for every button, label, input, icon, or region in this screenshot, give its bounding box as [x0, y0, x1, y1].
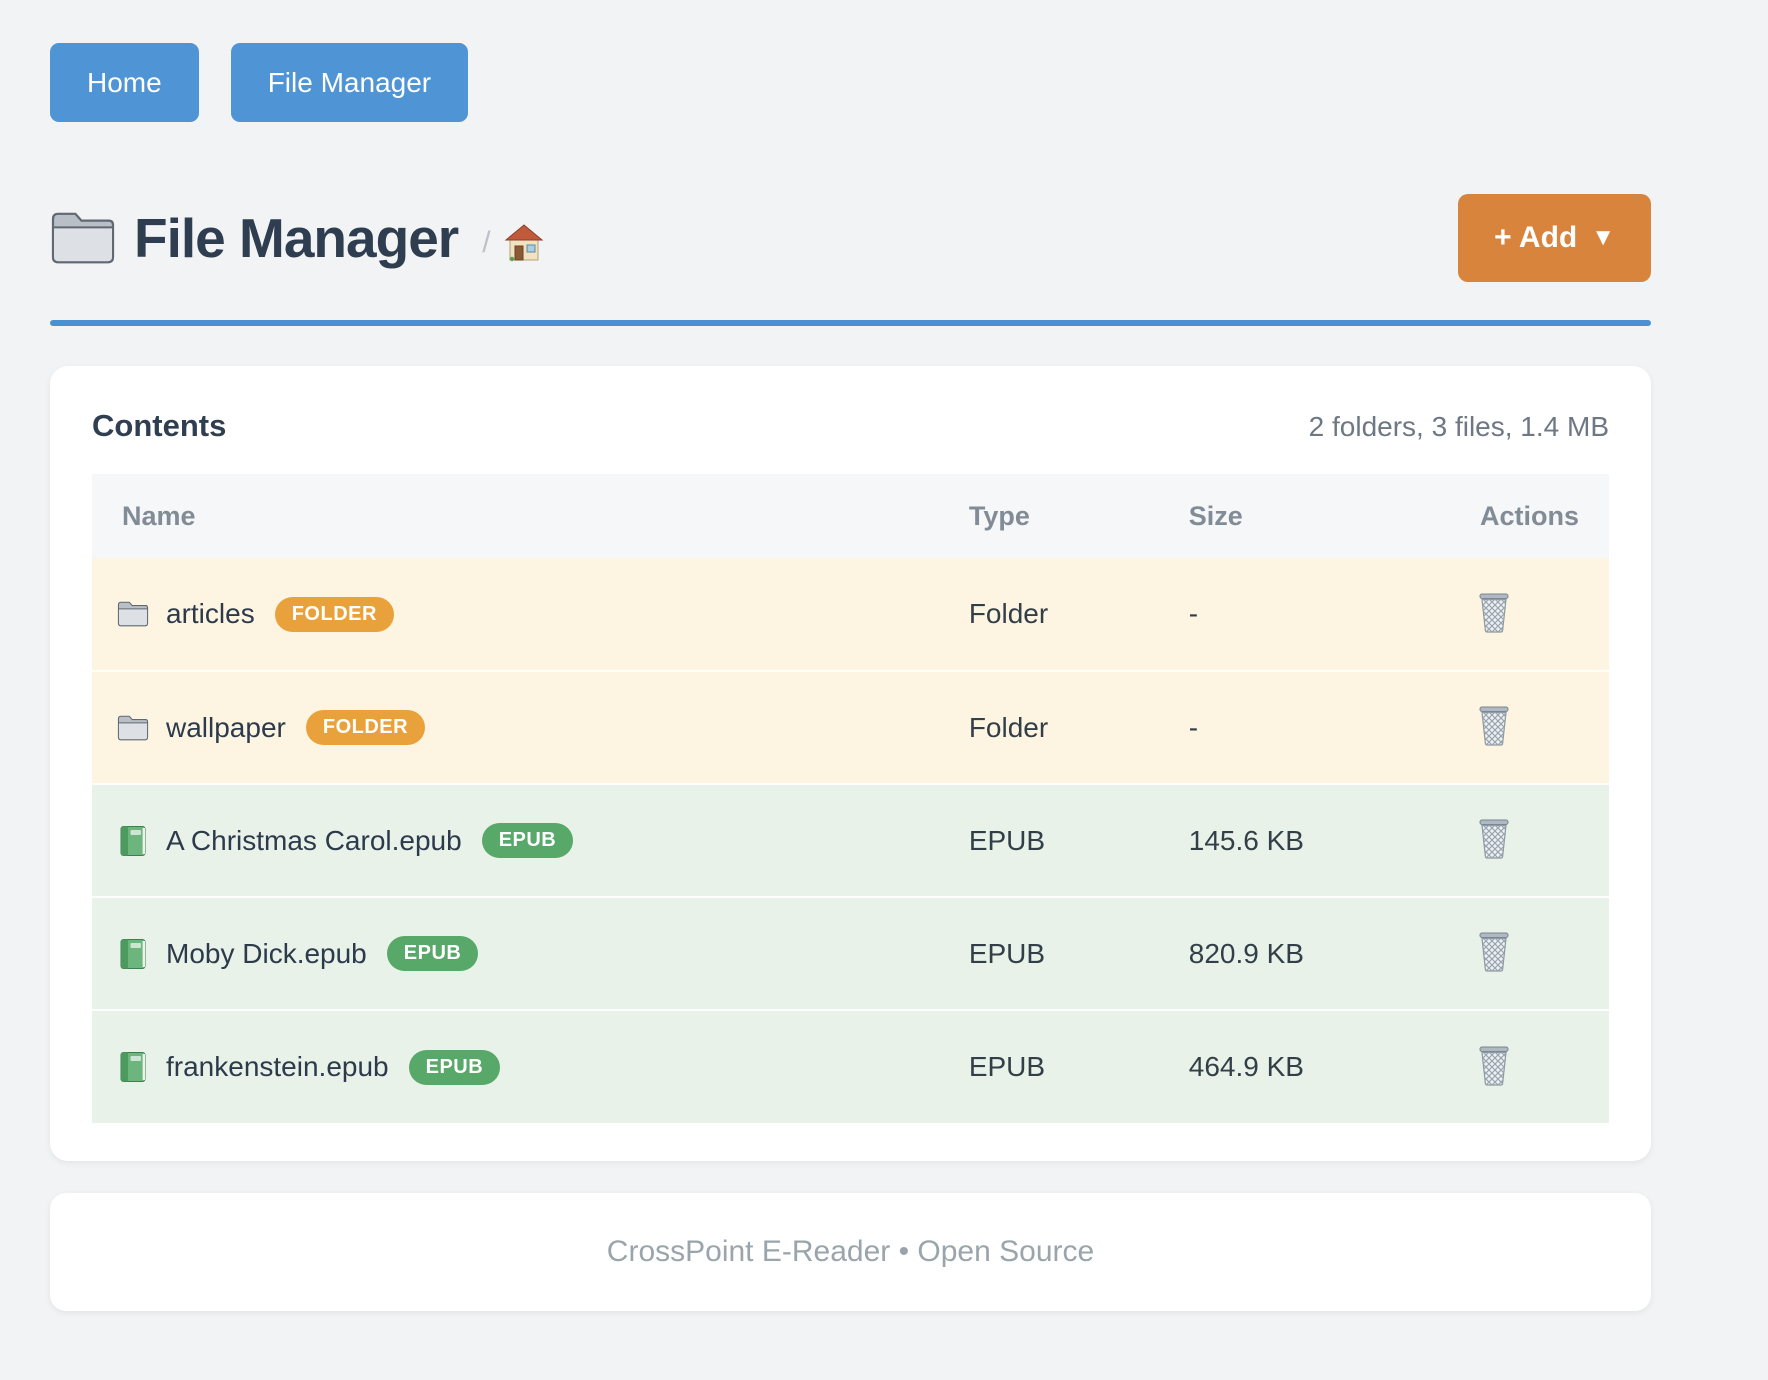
page-title: File Manager	[134, 206, 459, 269]
row-type: EPUB	[968, 937, 1046, 969]
table-row: A Christmas Carol.epub EPUB EPUB 145.6 K…	[92, 784, 1609, 897]
row-name: A Christmas Carol.epub	[166, 824, 462, 856]
book-icon	[120, 938, 146, 969]
row-badge: EPUB	[386, 936, 479, 971]
delete-button[interactable]	[1473, 702, 1515, 750]
trash-icon	[1479, 932, 1509, 972]
title-wrap: File Manager /	[50, 208, 545, 269]
table-body: articles FOLDER Folder -	[92, 558, 1609, 1123]
delete-button[interactable]	[1473, 815, 1515, 863]
folder-icon	[51, 212, 115, 264]
column-header-type: Type	[968, 474, 1189, 558]
row-badge: EPUB	[481, 823, 574, 858]
footer-text: CrossPoint E-Reader • Open Source	[606, 1235, 1095, 1268]
book-icon	[120, 1052, 146, 1082]
table-header-row: Name Type Size Actions	[92, 474, 1609, 558]
delete-button[interactable]	[1473, 928, 1515, 976]
book-icon	[120, 825, 146, 856]
table-row: frankenstein.epub EPUB EPUB 464.9 KB	[92, 1010, 1609, 1123]
name-cell[interactable]: A Christmas Carol.epub EPUB	[92, 823, 969, 858]
row-badge: EPUB	[408, 1049, 501, 1085]
row-size: 145.6 KB	[1188, 824, 1304, 856]
file-table: Name Type Size Actions ar	[92, 474, 1609, 1123]
name-cell[interactable]: wallpaper FOLDER	[92, 710, 969, 745]
table-row: wallpaper FOLDER Folder -	[92, 671, 1609, 784]
nav-button-home[interactable]: Home	[50, 43, 199, 122]
blue-divider	[50, 320, 1651, 326]
row-name: wallpaper	[166, 711, 286, 743]
delete-button[interactable]	[1473, 1042, 1515, 1090]
row-name: frankenstein.epub	[166, 1051, 389, 1082]
breadcrumb-separator: /	[482, 226, 491, 259]
trash-icon	[1479, 819, 1509, 859]
row-badge: FOLDER	[274, 596, 394, 632]
name-cell[interactable]: frankenstein.epub EPUB	[92, 1049, 969, 1085]
row-name: articles	[166, 598, 255, 629]
contents-summary: 2 folders, 3 files, 1.4 MB	[1308, 411, 1609, 442]
page: Home File Manager File Manager / + Add ▼	[50, 0, 1651, 1311]
add-button-label: + Add	[1494, 221, 1578, 254]
nav-button-file-manager[interactable]: File Manager	[230, 43, 469, 122]
table-row: articles FOLDER Folder -	[92, 558, 1609, 671]
column-header-name: Name	[92, 474, 969, 558]
trash-icon	[1479, 706, 1509, 746]
delete-button[interactable]	[1473, 589, 1515, 637]
add-button[interactable]: + Add ▼	[1458, 194, 1651, 282]
row-type: EPUB	[968, 824, 1046, 856]
row-size: -	[1188, 598, 1199, 629]
table-row: Moby Dick.epub EPUB EPUB 820.9 KB	[92, 897, 1609, 1010]
row-type: Folder	[968, 598, 1049, 629]
folder-icon	[117, 715, 149, 740]
house-icon[interactable]	[503, 222, 545, 262]
column-header-actions: Actions	[1378, 474, 1609, 558]
trash-icon	[1479, 1046, 1509, 1086]
row-name: Moby Dick.epub	[166, 937, 367, 969]
name-cell[interactable]: articles FOLDER	[92, 596, 969, 632]
nav-bar: Home File Manager	[50, 0, 1651, 122]
contents-card: Contents 2 folders, 3 files, 1.4 MB Name…	[50, 366, 1651, 1161]
row-badge: FOLDER	[305, 710, 426, 745]
footer: CrossPoint E-Reader • Open Source	[50, 1193, 1651, 1311]
row-size: 464.9 KB	[1188, 1051, 1304, 1082]
caret-down-icon: ▼	[1591, 224, 1615, 251]
page-header: File Manager / + Add ▼	[50, 194, 1651, 282]
row-type: Folder	[968, 711, 1049, 743]
row-size: -	[1188, 711, 1199, 743]
folder-icon	[117, 601, 149, 627]
row-type: EPUB	[968, 1051, 1046, 1082]
name-cell[interactable]: Moby Dick.epub EPUB	[92, 936, 969, 971]
trash-icon	[1479, 593, 1509, 633]
card-header: Contents 2 folders, 3 files, 1.4 MB	[92, 408, 1609, 444]
card-title: Contents	[92, 408, 227, 443]
row-size: 820.9 KB	[1188, 937, 1304, 969]
column-header-size: Size	[1188, 474, 1379, 558]
